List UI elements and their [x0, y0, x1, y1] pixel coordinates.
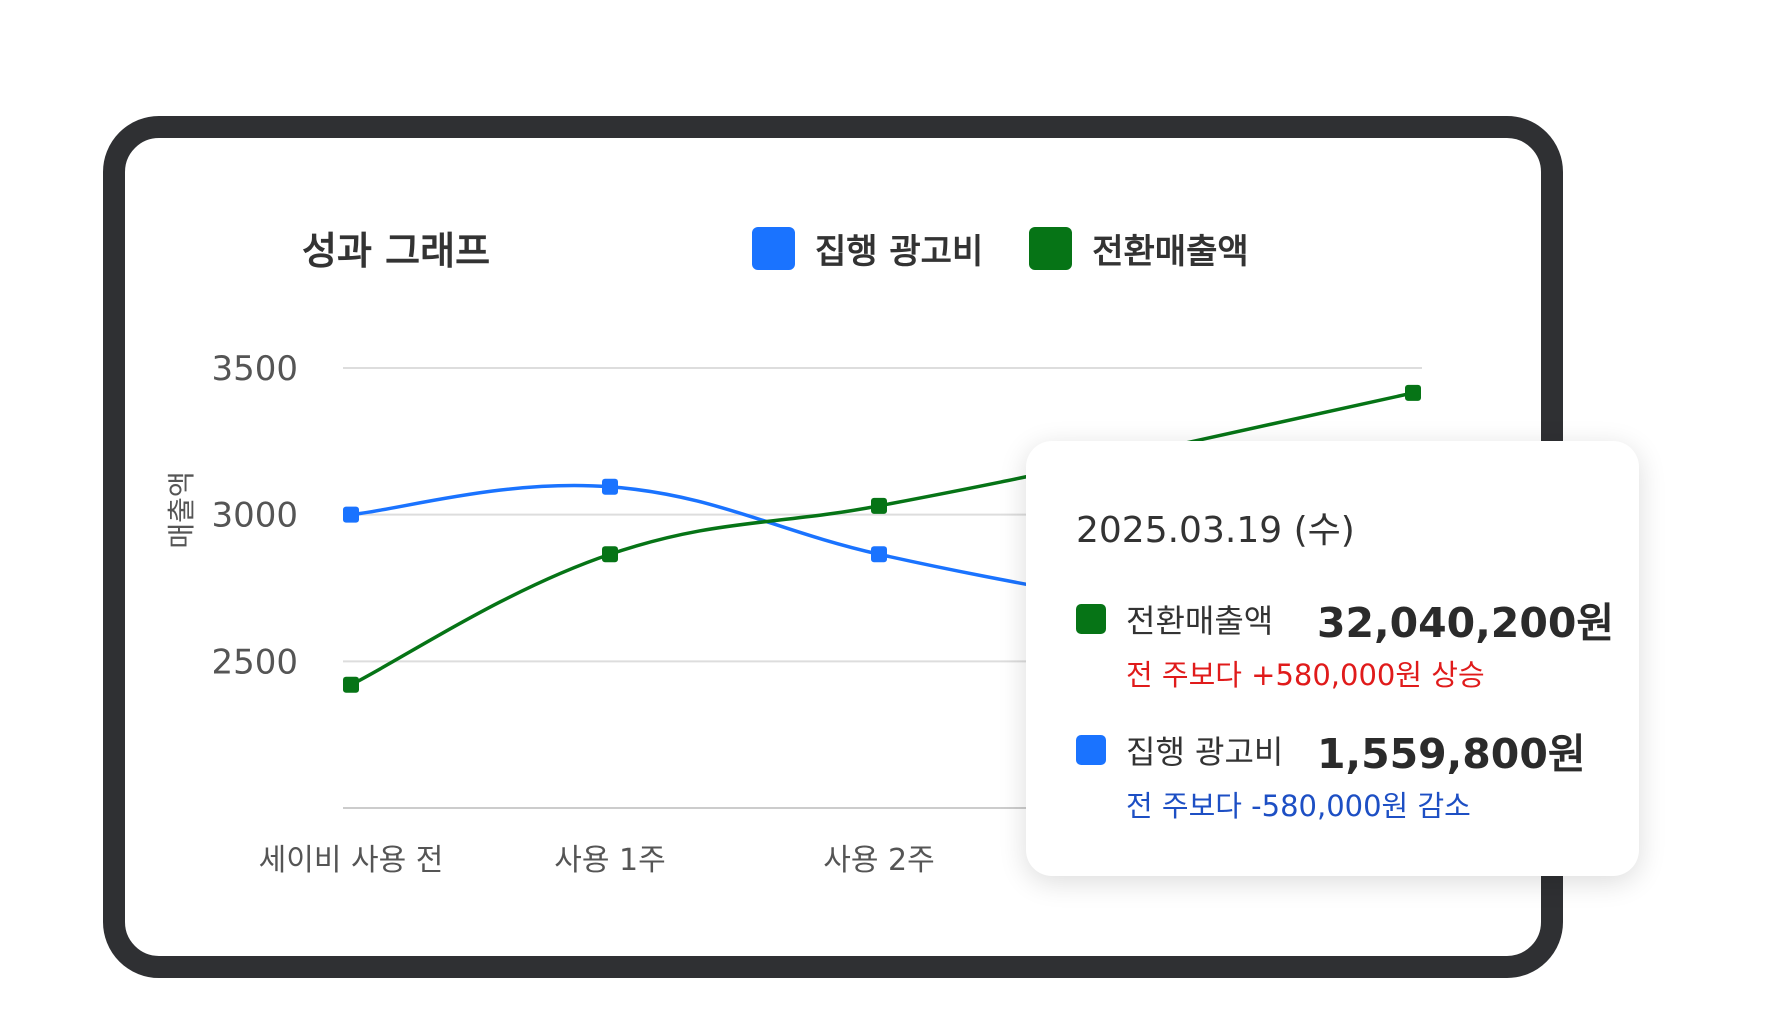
x-tick-label-2: 사용 2주	[823, 843, 934, 878]
legend-swatch-ad-spend	[752, 227, 795, 270]
data-point-ad-spend-1[interactable]	[602, 478, 618, 495]
tooltip-date: 2025.03.19 (수)	[1076, 510, 1355, 551]
data-point-ad-spend-2[interactable]	[871, 546, 887, 563]
x-axis-ticks: 세이비 사용 전 사용 1주 사용 2주	[259, 843, 935, 878]
legend-label-conversion-revenue: 전환매출액	[1092, 232, 1249, 272]
chart-title: 성과 그래프	[302, 229, 491, 273]
tooltip-value-conversion-revenue: 32,040,200원	[1317, 599, 1615, 647]
tooltip-swatch-conversion-revenue	[1076, 604, 1106, 634]
y-axis-ticks: 2500 3000 3500	[211, 349, 298, 682]
legend-label-ad-spend: 집행 광고비	[815, 232, 984, 272]
data-point-ad-spend-0[interactable]	[343, 506, 359, 523]
y-axis-label: 매출액	[165, 471, 198, 548]
chart-tooltip: 2025.03.19 (수) 전환매출액 32,040,200원 전 주보다 +…	[1026, 441, 1639, 876]
data-point-conversion-revenue-1[interactable]	[602, 546, 618, 563]
tooltip-swatch-ad-spend	[1076, 735, 1106, 765]
legend-item-conversion-revenue[interactable]: 전환매출액	[1029, 224, 1249, 273]
tooltip-label-conversion-revenue: 전환매출액	[1126, 602, 1274, 640]
tooltip-row-ad-spend: 집행 광고비 1,559,800원	[1076, 720, 1586, 780]
data-point-conversion-revenue-0[interactable]	[343, 676, 359, 693]
legend-item-ad-spend[interactable]: 집행 광고비	[752, 224, 983, 273]
tooltip-row-conversion-revenue: 전환매출액 32,040,200원	[1076, 589, 1614, 649]
tooltip-change-conversion-revenue: 전 주보다 +580,000원 상승	[1126, 658, 1485, 692]
y-tick-label-3500: 3500	[211, 349, 298, 389]
y-tick-label-3000: 3000	[211, 496, 298, 536]
y-tick-label-2500: 2500	[211, 642, 298, 682]
data-point-conversion-revenue-2[interactable]	[871, 497, 887, 514]
chart-legend: 집행 광고비 전환매출액	[752, 224, 1249, 273]
data-point-conversion-revenue-4[interactable]	[1405, 384, 1421, 401]
tooltip-label-ad-spend: 집행 광고비	[1126, 733, 1284, 771]
x-tick-label-1: 사용 1주	[554, 843, 665, 878]
series-line-ad-spend	[349, 483, 1127, 605]
x-tick-label-0: 세이비 사용 전	[259, 843, 444, 878]
legend-swatch-conversion-revenue	[1029, 227, 1073, 270]
tooltip-change-ad-spend: 전 주보다 -580,000원 감소	[1126, 789, 1471, 823]
tooltip-value-ad-spend: 1,559,800원	[1317, 730, 1586, 778]
